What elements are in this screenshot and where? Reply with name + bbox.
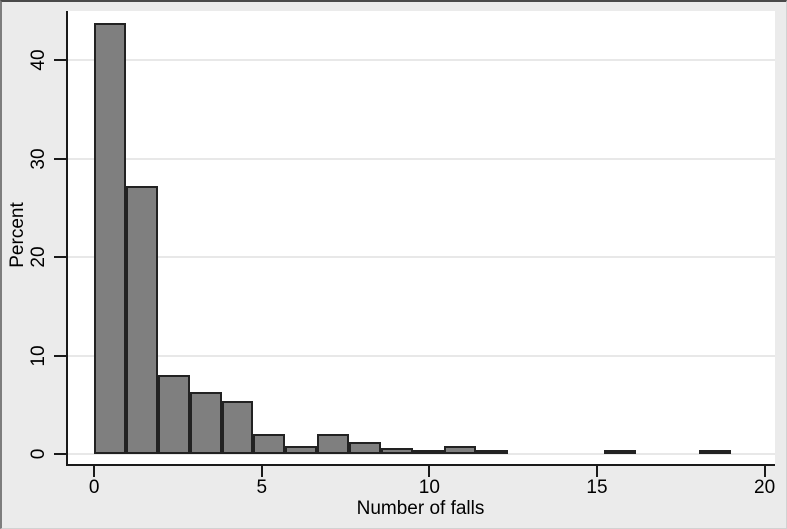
x-tick-mark <box>595 466 598 477</box>
histogram-bar <box>699 450 732 455</box>
y-tick-label: 0 <box>28 448 49 460</box>
y-tick-label: 40 <box>28 49 49 71</box>
histogram-bar <box>317 434 349 455</box>
histogram-bar <box>380 448 413 455</box>
histogram-bar <box>189 392 222 455</box>
x-tick-mark <box>428 466 431 477</box>
gridline <box>68 59 775 62</box>
gridline <box>68 256 775 259</box>
histogram-bar <box>444 446 477 455</box>
y-tick-label: 20 <box>28 246 49 268</box>
histogram-bar <box>348 442 381 455</box>
x-tick-label: 5 <box>256 477 268 498</box>
plot-area <box>66 11 775 466</box>
y-tick-mark <box>54 354 66 357</box>
y-tick-label: 10 <box>28 345 49 367</box>
x-axis-title: Number of falls <box>356 498 485 519</box>
y-axis-title: Percent <box>7 202 28 268</box>
gridline <box>68 453 775 456</box>
gridline <box>68 157 775 160</box>
histogram-bar <box>94 22 126 455</box>
histogram-bar <box>285 446 318 455</box>
histogram-bar <box>157 375 190 455</box>
histogram-bar <box>603 450 636 455</box>
histogram-bar <box>253 434 286 455</box>
histogram-bar <box>476 450 509 455</box>
histogram-bar <box>412 450 445 455</box>
x-tick-mark <box>93 466 96 477</box>
x-tick-mark <box>763 466 766 477</box>
x-tick-label: 0 <box>88 477 100 498</box>
y-tick-mark <box>54 157 66 160</box>
y-tick-label: 30 <box>28 148 49 170</box>
x-tick-mark <box>260 466 263 477</box>
x-tick-label: 10 <box>418 477 440 498</box>
x-tick-label: 20 <box>754 477 776 498</box>
y-tick-mark <box>54 453 66 456</box>
histogram-bar <box>221 400 254 455</box>
y-tick-mark <box>54 59 66 62</box>
y-tick-mark <box>54 256 66 259</box>
histogram-bar <box>125 186 158 455</box>
x-tick-label: 15 <box>586 477 608 498</box>
gridline <box>68 354 775 357</box>
